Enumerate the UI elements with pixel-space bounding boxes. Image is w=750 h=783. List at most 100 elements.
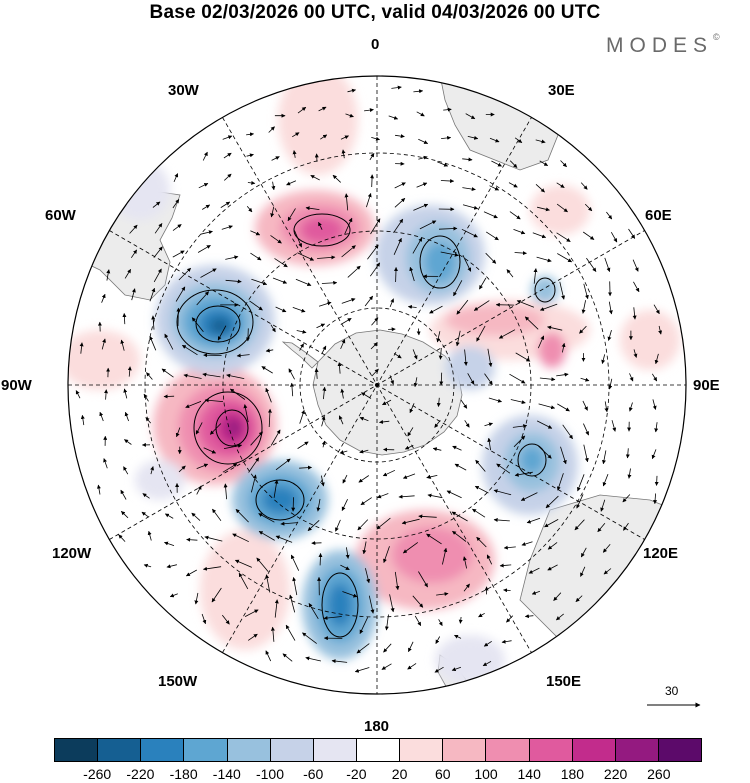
wind-arrow (169, 593, 178, 598)
wind-arrow (106, 269, 111, 281)
wind-arrow (434, 419, 441, 428)
colorbar-swatch (529, 739, 573, 761)
colorbar-tick-label: 60 (435, 766, 451, 782)
wind-arrow (178, 267, 191, 281)
colorbar-tick-label: 20 (391, 766, 408, 782)
lon-label-30e: 30E (548, 82, 575, 99)
wind-arrow (364, 108, 374, 113)
wind-arrow (606, 211, 613, 220)
contour-line (195, 305, 241, 343)
colorbar-swatch (658, 739, 702, 761)
wind-arrow (195, 422, 203, 435)
wind-arrow (297, 441, 309, 449)
wind-arrow (583, 283, 589, 300)
wind-arrow (452, 530, 467, 542)
wind-arrow (438, 226, 458, 231)
colorbar (54, 738, 702, 762)
wind-arrow (265, 650, 272, 662)
wind-arrow (371, 368, 379, 377)
colorbar-swatch (141, 739, 185, 761)
wind-arrow (524, 614, 534, 619)
wind-arrow (432, 447, 442, 452)
wind-arrow (539, 377, 556, 382)
wind-arrow (318, 553, 323, 566)
wind-arrow (143, 393, 149, 402)
wind-arrow (515, 352, 531, 362)
wind-arrow (249, 300, 263, 311)
contour-line (255, 479, 305, 521)
wind-arrow (331, 659, 348, 664)
wind-arrow (345, 113, 354, 118)
wind-arrow (335, 519, 341, 532)
wind-arrow (288, 368, 295, 380)
wind-arrow (539, 303, 558, 311)
wind-arrow (370, 342, 378, 350)
wind-arrow (238, 572, 249, 590)
wind-arrow (538, 403, 556, 410)
wind-arrow (186, 537, 198, 542)
wind-arrow (342, 474, 348, 484)
wind-arrow (560, 160, 567, 168)
wind-arrow (539, 160, 549, 167)
wind-arrow (603, 568, 612, 575)
wind-arrow (395, 134, 405, 139)
wind-arrow (359, 416, 369, 422)
wind-arrow (622, 494, 631, 503)
wind-arrow (651, 449, 657, 460)
wind-arrow (104, 389, 109, 400)
wind-arrow (520, 492, 538, 501)
colorbar-swatch (400, 739, 444, 761)
wind-arrow (124, 439, 132, 445)
wind-arrow (321, 345, 327, 355)
wind-arrow (149, 335, 157, 351)
wind-arrow (412, 349, 418, 360)
wind-arrow (419, 220, 437, 230)
wind-arrow (101, 293, 106, 303)
wind-arrow (354, 667, 370, 673)
colorbar-swatch (572, 739, 616, 761)
wind-arrow (365, 568, 371, 584)
wind-arrow (402, 542, 419, 554)
wind-arrow (272, 277, 288, 284)
wind-arrow (398, 494, 415, 499)
wind-arrow (586, 257, 597, 272)
contour-lines (176, 213, 556, 638)
wind-arrow (362, 541, 367, 555)
wind-arrow (413, 377, 418, 388)
wind-arrow (625, 448, 630, 459)
wind-arrow (580, 566, 586, 577)
wind-arrow (345, 547, 350, 559)
wind-arrow (388, 115, 399, 120)
wind-arrow (475, 459, 486, 472)
wind-arrow (178, 465, 186, 473)
wind-arrow (290, 554, 300, 571)
wind-arrow (151, 315, 156, 330)
wind-arrow (547, 564, 558, 571)
wind-arrow (627, 468, 632, 479)
wind-arrow (275, 458, 291, 471)
wind-arrow (651, 373, 658, 382)
wind-arrow (321, 440, 326, 448)
wind-arrow (496, 463, 511, 474)
wind-arrow (426, 474, 438, 479)
wind-arrow (271, 181, 276, 191)
wind-arrow (547, 542, 558, 550)
south-pole (375, 383, 379, 387)
wind-arrow (185, 569, 197, 577)
wind-arrow (270, 206, 275, 218)
wind-arrow (604, 257, 611, 272)
wind-arrow (509, 373, 526, 384)
wind-arrow (418, 571, 428, 588)
wind-arrow (164, 513, 174, 519)
wind-arrow (198, 183, 209, 189)
wind-arrow (191, 317, 204, 332)
wind-arrow (196, 485, 202, 495)
wind-arrow (369, 262, 381, 277)
wind-arrow (604, 401, 609, 413)
logo-mark: © (713, 32, 720, 42)
wind-arrow (413, 203, 429, 211)
wind-arrow (318, 106, 327, 112)
wind-arrow (370, 218, 381, 235)
antarctica (312, 329, 463, 456)
